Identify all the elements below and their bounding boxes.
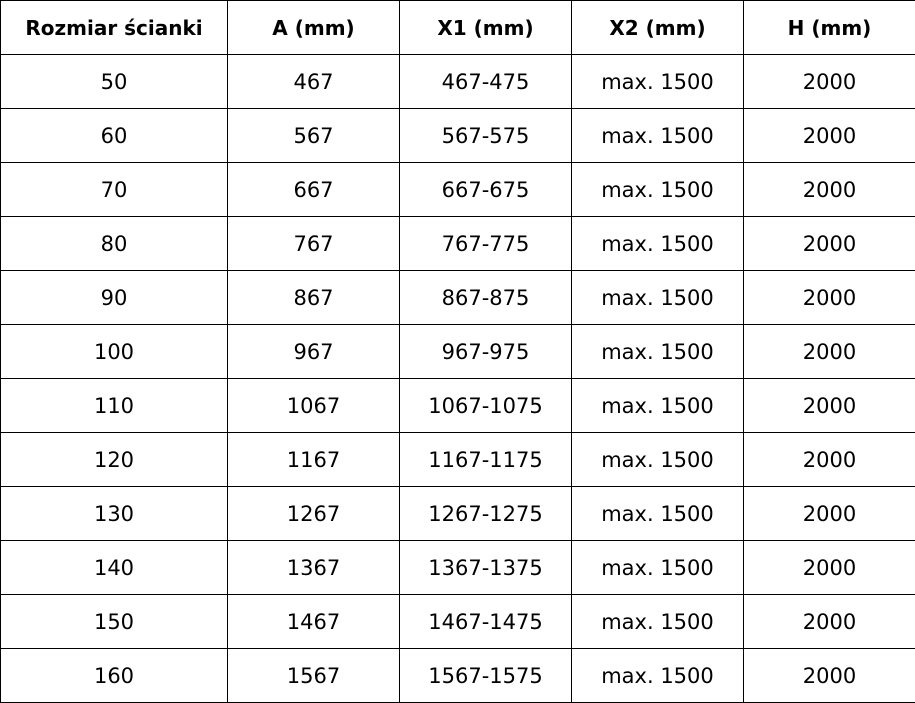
table-row: 50 467 467-475 max. 1500 2000 xyxy=(0,54,915,109)
cell-a: 1467 xyxy=(227,594,400,649)
cell-a: 1267 xyxy=(227,486,400,541)
cell-h: 2000 xyxy=(743,54,915,109)
header-x1: X1 (mm) xyxy=(399,0,572,55)
cell-wall-size: 70 xyxy=(0,162,228,217)
cell-x1: 1467-1475 xyxy=(399,594,572,649)
cell-a: 967 xyxy=(227,324,400,379)
cell-h: 2000 xyxy=(743,324,915,379)
header-wall-size: Rozmiar ścianki xyxy=(0,0,228,55)
cell-h: 2000 xyxy=(743,378,915,433)
table-row: 160 1567 1567-1575 max. 1500 2000 xyxy=(0,648,915,703)
cell-wall-size: 50 xyxy=(0,54,228,109)
cell-x2: max. 1500 xyxy=(571,378,744,433)
cell-x1: 1567-1575 xyxy=(399,648,572,703)
cell-wall-size: 130 xyxy=(0,486,228,541)
header-h: H (mm) xyxy=(743,0,915,55)
cell-wall-size: 140 xyxy=(0,540,228,595)
cell-a: 1167 xyxy=(227,432,400,487)
table-row: 100 967 967-975 max. 1500 2000 xyxy=(0,324,915,379)
cell-wall-size: 150 xyxy=(0,594,228,649)
cell-x2: max. 1500 xyxy=(571,54,744,109)
table-row: 110 1067 1067-1075 max. 1500 2000 xyxy=(0,378,915,433)
cell-x2: max. 1500 xyxy=(571,324,744,379)
cell-x2: max. 1500 xyxy=(571,216,744,271)
cell-h: 2000 xyxy=(743,540,915,595)
cell-x2: max. 1500 xyxy=(571,594,744,649)
header-a: A (mm) xyxy=(227,0,400,55)
cell-a: 767 xyxy=(227,216,400,271)
table-row: 60 567 567-575 max. 1500 2000 xyxy=(0,108,915,163)
header-x2: X2 (mm) xyxy=(571,0,744,55)
cell-wall-size: 60 xyxy=(0,108,228,163)
cell-x1: 967-975 xyxy=(399,324,572,379)
cell-x2: max. 1500 xyxy=(571,648,744,703)
cell-h: 2000 xyxy=(743,270,915,325)
cell-h: 2000 xyxy=(743,108,915,163)
table-row: 120 1167 1167-1175 max. 1500 2000 xyxy=(0,432,915,487)
table-row: 140 1367 1367-1375 max. 1500 2000 xyxy=(0,540,915,595)
cell-x1: 567-575 xyxy=(399,108,572,163)
cell-x2: max. 1500 xyxy=(571,108,744,163)
cell-a: 467 xyxy=(227,54,400,109)
cell-x2: max. 1500 xyxy=(571,540,744,595)
cell-x1: 767-775 xyxy=(399,216,572,271)
cell-x1: 1367-1375 xyxy=(399,540,572,595)
cell-h: 2000 xyxy=(743,648,915,703)
cell-wall-size: 160 xyxy=(0,648,228,703)
table-row: 130 1267 1267-1275 max. 1500 2000 xyxy=(0,486,915,541)
cell-a: 567 xyxy=(227,108,400,163)
cell-h: 2000 xyxy=(743,486,915,541)
cell-x1: 667-675 xyxy=(399,162,572,217)
cell-wall-size: 110 xyxy=(0,378,228,433)
cell-wall-size: 120 xyxy=(0,432,228,487)
cell-h: 2000 xyxy=(743,594,915,649)
cell-x2: max. 1500 xyxy=(571,162,744,217)
cell-x2: max. 1500 xyxy=(571,486,744,541)
cell-a: 1367 xyxy=(227,540,400,595)
header-row: Rozmiar ścianki A (mm) X1 (mm) X2 (mm) H… xyxy=(0,0,915,55)
cell-a: 1067 xyxy=(227,378,400,433)
cell-wall-size: 80 xyxy=(0,216,228,271)
cell-x1: 1267-1275 xyxy=(399,486,572,541)
table-row: 150 1467 1467-1475 max. 1500 2000 xyxy=(0,594,915,649)
table-row: 70 667 667-675 max. 1500 2000 xyxy=(0,162,915,217)
cell-wall-size: 90 xyxy=(0,270,228,325)
cell-h: 2000 xyxy=(743,432,915,487)
cell-a: 1567 xyxy=(227,648,400,703)
cell-h: 2000 xyxy=(743,162,915,217)
table-row: 90 867 867-875 max. 1500 2000 xyxy=(0,270,915,325)
cell-wall-size: 100 xyxy=(0,324,228,379)
cell-x2: max. 1500 xyxy=(571,270,744,325)
cell-a: 867 xyxy=(227,270,400,325)
cell-a: 667 xyxy=(227,162,400,217)
cell-x1: 1067-1075 xyxy=(399,378,572,433)
cell-h: 2000 xyxy=(743,216,915,271)
cell-x1: 467-475 xyxy=(399,54,572,109)
cell-x1: 867-875 xyxy=(399,270,572,325)
cell-x2: max. 1500 xyxy=(571,432,744,487)
cell-x1: 1167-1175 xyxy=(399,432,572,487)
table-row: 80 767 767-775 max. 1500 2000 xyxy=(0,216,915,271)
